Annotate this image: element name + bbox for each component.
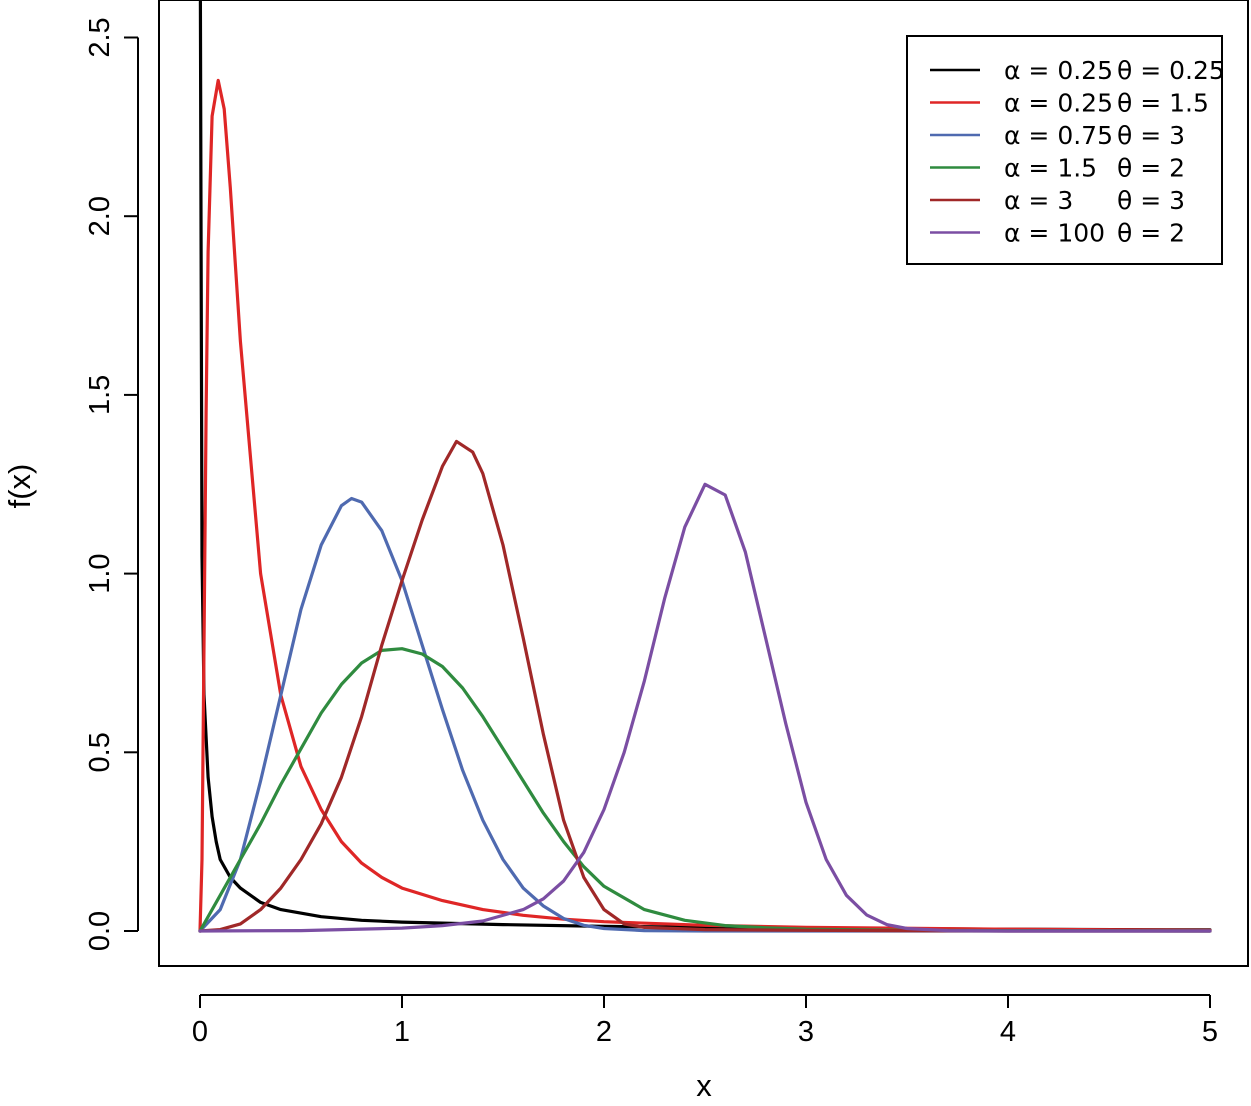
- series-line-3: [198, 496, 1212, 933]
- legend-alpha-label: α = 0.25: [1004, 89, 1113, 118]
- x-axis-title: x: [696, 1068, 712, 1103]
- series-line-4: [198, 647, 1212, 933]
- legend-theta-label: θ = 3: [1117, 121, 1185, 150]
- x-tick-label: 5: [1202, 1016, 1218, 1048]
- legend-theta-label: θ = 3: [1117, 186, 1185, 215]
- y-tick-label: 2.0: [84, 196, 116, 236]
- y-axis: 0.0 0.5 1.0 1.5 2.0 2.5: [84, 17, 139, 951]
- legend-theta-label: θ = 0.25: [1117, 56, 1225, 85]
- series-line-6: [198, 482, 1212, 933]
- legend-alpha-label: α = 1.5: [1004, 154, 1097, 183]
- x-tick-label: 0: [192, 1016, 208, 1048]
- legend-alpha-label: α = 3: [1004, 186, 1073, 215]
- y-tick-label: 1.0: [84, 553, 116, 593]
- legend-alpha-label: α = 0.75: [1004, 121, 1113, 150]
- plot-frame: [158, 0, 1249, 967]
- y-tick-label: 0.5: [84, 732, 116, 772]
- legend-theta-label: θ = 2: [1117, 154, 1185, 183]
- legend: α = 0.25 θ = 0.25α = 0.25 θ = 1.5α = 0.75 θ…: [906, 35, 1225, 265]
- series-line-2: [198, 78, 1212, 933]
- y-tick-label: 1.5: [84, 375, 116, 415]
- x-tick-label: 1: [394, 1016, 410, 1048]
- x-tick-label: 3: [798, 1016, 814, 1048]
- x-axis: 0 1 2 3 4 5: [192, 994, 1218, 1048]
- legend-alpha-label: α = 0.25: [1004, 56, 1113, 85]
- y-tick-label: 0.0: [84, 911, 116, 951]
- x-tick-label: 4: [1000, 1016, 1016, 1048]
- series-curves: [198, 1, 1212, 933]
- x-tick-label: 2: [596, 1016, 612, 1048]
- legend-alpha-label: α = 100: [1004, 219, 1105, 248]
- legend-theta-label: θ = 2: [1117, 219, 1185, 248]
- y-tick-label: 2.5: [84, 17, 116, 57]
- legend-theta-label: θ = 1.5: [1117, 89, 1209, 118]
- series-line-5: [198, 439, 1212, 933]
- legend-box: [906, 35, 1223, 265]
- y-axis-title: f(x): [2, 464, 37, 509]
